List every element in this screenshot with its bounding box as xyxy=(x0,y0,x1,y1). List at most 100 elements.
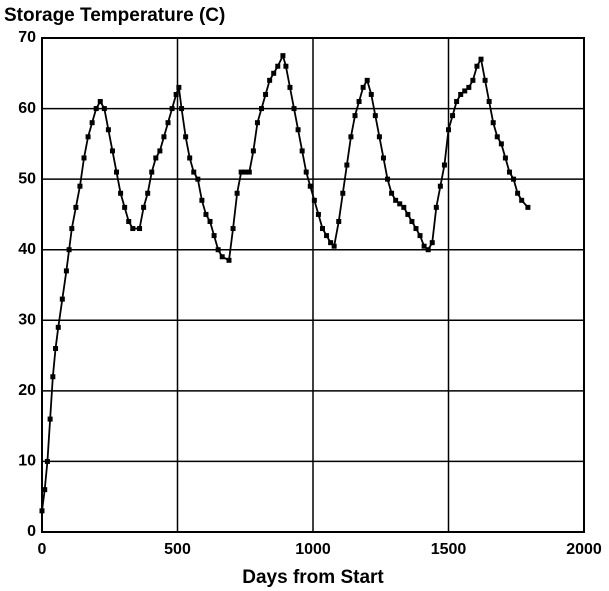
x-tick-label: 500 xyxy=(164,541,191,558)
data-point xyxy=(429,240,435,246)
data-point xyxy=(165,120,171,126)
data-point xyxy=(215,247,221,253)
x-tick-label: 1000 xyxy=(295,541,331,558)
data-point xyxy=(315,211,321,217)
data-point xyxy=(425,247,431,253)
data-point xyxy=(195,176,201,182)
data-point xyxy=(63,268,69,274)
y-tick-label: 70 xyxy=(18,29,36,46)
data-point xyxy=(137,226,143,232)
data-point xyxy=(417,233,423,239)
data-point xyxy=(372,113,378,119)
data-point xyxy=(230,226,236,232)
data-point xyxy=(191,169,197,175)
y-tick-label: 10 xyxy=(18,453,36,470)
data-point xyxy=(421,243,427,249)
data-point xyxy=(250,148,256,154)
data-point xyxy=(169,106,175,112)
data-point xyxy=(242,169,248,175)
data-point xyxy=(44,458,50,464)
data-point xyxy=(153,155,159,161)
data-point xyxy=(263,91,269,97)
data-point xyxy=(328,240,334,246)
data-point xyxy=(173,91,179,97)
data-point xyxy=(207,218,213,224)
data-point xyxy=(376,134,382,140)
data-point xyxy=(101,106,107,112)
data-point xyxy=(470,77,476,83)
data-point xyxy=(130,226,136,232)
data-point xyxy=(348,134,354,140)
data-point xyxy=(122,204,128,210)
data-point xyxy=(525,204,531,210)
data-point xyxy=(267,77,273,83)
x-axis-label: Days from Start xyxy=(242,567,384,588)
data-point xyxy=(324,233,330,239)
data-point xyxy=(77,183,83,189)
data-point xyxy=(498,141,504,147)
data-point xyxy=(69,226,75,232)
x-tick-label: 2000 xyxy=(566,541,602,558)
data-point xyxy=(66,247,72,253)
data-point xyxy=(47,416,53,422)
data-point xyxy=(157,148,163,154)
data-point xyxy=(352,113,358,119)
data-point xyxy=(187,155,193,161)
data-point xyxy=(511,176,517,182)
data-point xyxy=(109,148,115,154)
data-point xyxy=(356,99,362,105)
x-tick-label: 0 xyxy=(38,541,47,558)
data-point xyxy=(401,204,407,210)
data-point xyxy=(393,197,399,203)
data-point xyxy=(360,84,366,90)
x-tick-label: 1500 xyxy=(431,541,467,558)
data-point xyxy=(413,226,419,232)
data-point xyxy=(211,233,217,239)
data-point xyxy=(93,106,99,112)
data-point xyxy=(176,84,182,90)
data-point xyxy=(246,169,252,175)
data-point xyxy=(433,204,439,210)
data-point xyxy=(226,257,232,263)
data-point xyxy=(458,91,464,97)
data-point xyxy=(73,204,79,210)
data-point xyxy=(441,162,447,168)
data-line xyxy=(41,53,529,511)
data-point xyxy=(149,169,155,175)
data-point xyxy=(254,120,260,126)
y-tick-label: 30 xyxy=(18,312,36,329)
data-point xyxy=(97,99,103,105)
data-point xyxy=(344,162,350,168)
data-point xyxy=(238,169,244,175)
data-point xyxy=(55,324,61,330)
data-point xyxy=(42,487,48,493)
data-point xyxy=(183,134,189,140)
data-point xyxy=(515,190,521,196)
data-point xyxy=(50,374,56,380)
data-point xyxy=(490,120,496,126)
data-point xyxy=(234,190,240,196)
data-point xyxy=(85,134,91,140)
data-point xyxy=(145,190,151,196)
data-point xyxy=(502,155,508,161)
y-tick-label: 20 xyxy=(18,382,36,399)
data-point xyxy=(271,70,277,76)
data-point xyxy=(307,183,313,189)
data-point xyxy=(179,106,185,112)
data-point xyxy=(319,226,325,232)
data-point xyxy=(494,134,500,140)
data-point xyxy=(59,296,65,302)
data-point xyxy=(53,346,59,352)
data-point xyxy=(199,197,205,203)
data-point xyxy=(385,176,391,182)
data-point xyxy=(141,204,147,210)
data-point xyxy=(519,197,525,203)
data-point xyxy=(466,84,472,90)
data-point xyxy=(397,201,403,207)
data-point xyxy=(219,254,225,260)
data-point xyxy=(303,169,309,175)
data-point xyxy=(486,99,492,105)
data-point xyxy=(283,63,289,69)
data-point xyxy=(409,218,415,224)
